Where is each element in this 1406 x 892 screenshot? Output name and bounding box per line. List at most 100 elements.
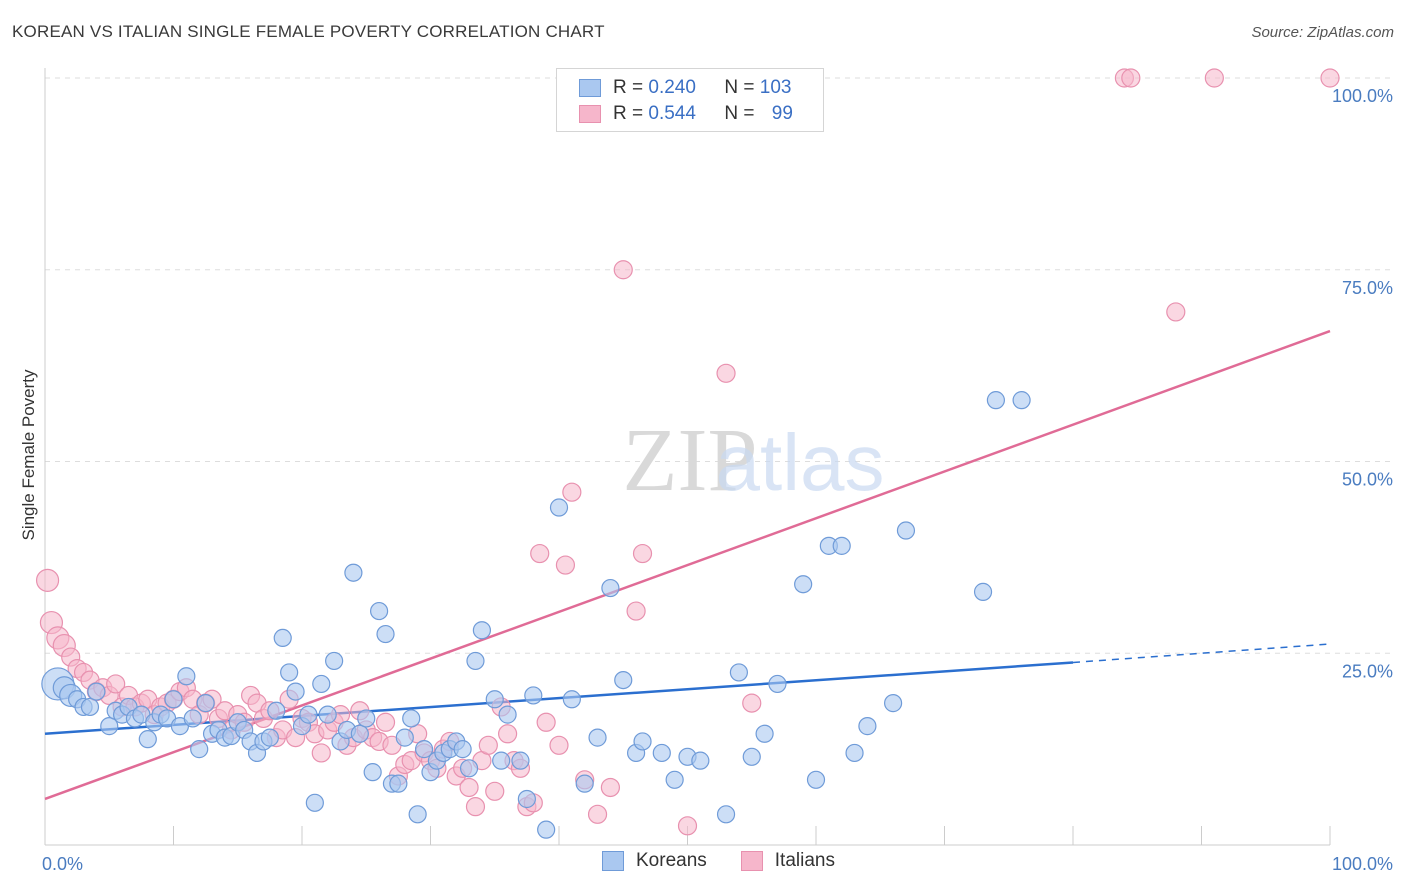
bottom-legend-label: Koreans: [636, 850, 707, 871]
koreans-point: [196, 694, 215, 713]
italians-swatch: [579, 105, 601, 123]
italians-point: [530, 543, 550, 564]
y-axis-label: Single Female Poverty: [19, 369, 38, 541]
koreans-point: [832, 536, 851, 555]
koreans-point: [395, 728, 414, 747]
grid-lines: [45, 77, 1392, 654]
koreans-point: [273, 628, 292, 648]
koreans-point: [177, 667, 196, 686]
legend-row-italians: R = 0.544 N = 99: [579, 101, 793, 127]
italians-point: [677, 816, 698, 836]
koreans-point: [549, 498, 569, 517]
italians-point: [742, 693, 762, 713]
koreans-point: [883, 694, 903, 713]
legend-r-label: R =: [613, 77, 644, 98]
koreans-points: [41, 391, 1031, 839]
koreans-point: [601, 578, 620, 598]
koreans-point: [472, 621, 491, 640]
koreans-point: [183, 709, 202, 728]
koreans-point: [665, 770, 684, 789]
koreans-point: [858, 717, 877, 736]
koreans-point: [312, 674, 331, 694]
koreans-swatch: [579, 79, 601, 97]
koreans-point: [716, 805, 736, 824]
italians-point: [632, 543, 653, 564]
y-tick-label: 100.0%: [1332, 86, 1393, 106]
y-tick-label: 50.0%: [1342, 470, 1393, 490]
koreans-point: [87, 682, 106, 701]
chart-title: KOREAN VS ITALIAN SINGLE FEMALE POVERTY …: [12, 22, 605, 41]
italians-point: [626, 601, 646, 621]
italians-point: [106, 674, 126, 694]
koreans-point: [80, 697, 100, 717]
koreans-point: [299, 705, 318, 724]
y-tick-label: 25.0%: [1342, 661, 1393, 681]
koreans-point: [267, 701, 286, 720]
watermark-atlas: atlas: [716, 418, 885, 507]
x-tick-label: 100.0%: [1332, 854, 1393, 874]
italians-point: [1121, 68, 1141, 88]
koreans-point: [633, 732, 652, 751]
koreans-point: [370, 601, 389, 621]
x-tick-label: 0.0%: [42, 854, 83, 874]
italians-point: [459, 777, 479, 798]
watermark: ZIP: [623, 411, 758, 510]
bottom-legend-koreans[interactable]: Koreans: [602, 850, 707, 872]
legend-n-label: N =: [724, 77, 755, 98]
koreans-point: [357, 709, 376, 728]
koreans-point: [537, 820, 556, 839]
italians-point: [562, 482, 582, 502]
italians-point: [587, 804, 608, 824]
koreans-point: [845, 743, 864, 763]
koreans-point: [408, 805, 427, 824]
italians-point: [498, 724, 518, 744]
italians-point: [600, 777, 621, 798]
koreans-point: [1012, 391, 1031, 410]
koreans-point: [768, 674, 787, 694]
koreans-point: [575, 774, 594, 793]
koreans-point: [524, 686, 543, 705]
koreans-point: [742, 747, 761, 766]
legend-row-koreans: R = 0.240 N = 103: [579, 75, 791, 101]
koreans-point: [325, 651, 344, 671]
italians-point: [478, 735, 498, 755]
koreans-point: [280, 663, 299, 682]
italians-swatch: [740, 851, 763, 871]
tick-labels: 25.0% 50.0% 75.0% 100.0% 0.0% 100.0%: [42, 86, 1393, 874]
koreans-point: [498, 705, 517, 724]
legend-r-label: R =: [613, 103, 644, 124]
legend: R = 0.240 N = 103 R = 0.544 N = 99: [556, 68, 824, 132]
koreans-point: [305, 793, 324, 812]
koreans-point: [389, 774, 408, 793]
koreans-point: [138, 730, 157, 749]
source-label: Source: ZipAtlas.com: [1251, 24, 1394, 41]
italians-point: [35, 568, 60, 592]
koreans-point: [794, 575, 813, 594]
koreans-point: [459, 759, 479, 778]
koreans-point: [414, 740, 434, 759]
koreans-trend-extension: [1072, 643, 1331, 664]
koreans-point: [729, 663, 749, 682]
koreans-point: [896, 521, 916, 540]
koreans-point: [588, 728, 607, 747]
koreans-point: [986, 391, 1006, 410]
legend-r-value: 0.240: [648, 77, 696, 98]
koreans-point: [190, 740, 209, 759]
y-tick-label: 75.0%: [1342, 278, 1393, 298]
koreans-point: [100, 717, 119, 736]
koreans-point: [614, 670, 633, 690]
italians-point: [1204, 68, 1224, 88]
koreans-point: [260, 728, 279, 747]
bottom-legend: Koreans Italians: [602, 850, 869, 872]
italians-point: [1166, 302, 1186, 322]
koreans-point: [350, 724, 369, 743]
italians-point: [485, 781, 505, 801]
koreans-point: [318, 705, 337, 724]
koreans-point: [511, 751, 530, 770]
legend-r-value: 0.544: [648, 103, 696, 124]
koreans-point: [402, 709, 421, 728]
koreans-point: [344, 563, 363, 582]
bottom-legend-italians[interactable]: Italians: [740, 850, 835, 872]
koreans-point: [492, 751, 511, 770]
